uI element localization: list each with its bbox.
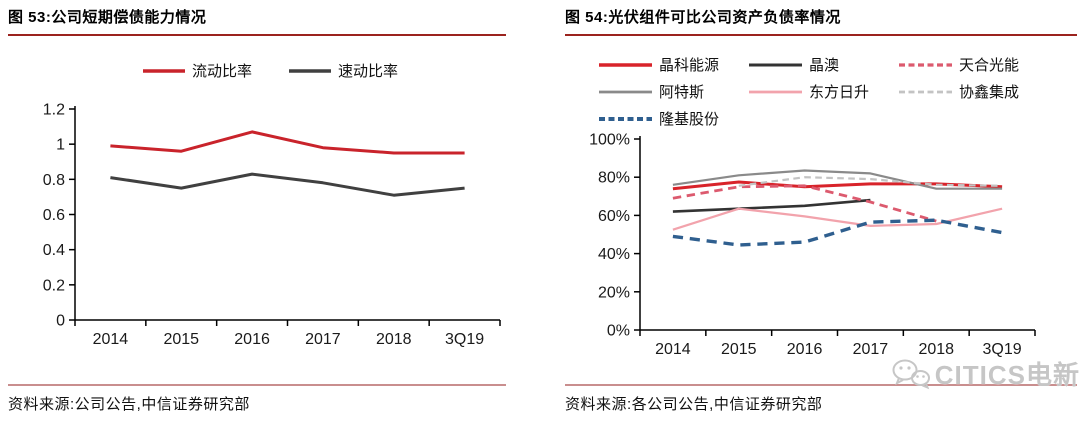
legend-label: 天合光能	[959, 57, 1020, 74]
x-tick-label: 2015	[163, 331, 199, 348]
x-tick-label: 2017	[305, 331, 341, 348]
legend-item-晶科能源: 晶科能源	[598, 54, 748, 75]
watermark: CITICS电新	[890, 355, 1080, 392]
watermark-text: CITICS电新	[934, 360, 1080, 390]
legend-item-东方日升: 东方日升	[748, 81, 898, 102]
legend-swatch-icon	[599, 62, 652, 67]
x-tick-label: 3Q19	[983, 341, 1022, 358]
figure-53-legend: 流动比率 速动比率	[0, 60, 540, 81]
y-tick-label: 0.6	[43, 207, 65, 224]
legend-item-阿特斯: 阿特斯	[598, 81, 748, 102]
legend-label: 晶科能源	[659, 57, 720, 74]
x-tick-label: 2015	[721, 341, 757, 358]
figure-54-source: 资料来源:各公司公告,中信证券研究部	[565, 396, 823, 413]
series-line-晶澳	[672, 198, 871, 213]
legend-label: 流动比率	[191, 63, 252, 80]
y-tick-label: 0.2	[43, 277, 65, 294]
legend-item-流动比率: 流动比率	[142, 60, 252, 81]
y-tick-label: 1.2	[43, 102, 65, 119]
legend-item-天合光能: 天合光能	[898, 54, 1063, 75]
series-line-阿特斯	[672, 169, 1003, 190]
legend-swatch-icon	[749, 90, 802, 93]
legend-label: 东方日升	[809, 84, 870, 101]
figure-54-panel: 图 54:光伏组件可比公司资产负债率情况 晶科能源 晶澳 天合光能阿特斯 东方日升 协鑫…	[540, 0, 1080, 427]
figure-54-title: 图 54:光伏组件可比公司资产负债率情况	[565, 6, 1077, 36]
legend-swatch-icon	[899, 90, 952, 93]
x-tick-label: 3Q19	[445, 331, 484, 348]
series-line-流动比率	[110, 130, 465, 155]
y-tick-label: 60%	[598, 208, 630, 225]
x-tick-label: 2016	[234, 331, 270, 348]
figure-53-panel: 图 53:公司短期偿债能力情况 流动比率 速动比率 0 0.2 0.4 0.6 0.8 1 1…	[0, 6, 540, 413]
solvency-line-chart: 0 0.2 0.4 0.6 0.8 1 1.2 2014 2015 2016 2017 2018 3Q1…	[43, 102, 501, 348]
y-tick-label: 80%	[598, 170, 630, 187]
legend-item-速动比率: 速动比率	[288, 60, 398, 81]
x-tick-label: 2018	[376, 331, 412, 348]
legend-swatch-icon	[142, 68, 185, 73]
x-tick-label: 2014	[655, 341, 691, 358]
legend-item-协鑫集成: 协鑫集成	[898, 81, 1063, 102]
series-line-天合光能	[672, 184, 937, 223]
legend-swatch-icon	[599, 90, 652, 93]
figure-53-title: 图 53:公司短期偿债能力情况	[8, 6, 506, 36]
source-divider	[565, 384, 1077, 386]
y-tick-label: 100%	[589, 132, 630, 149]
series-line-速动比率	[110, 172, 465, 197]
y-tick-label: 1	[56, 137, 65, 154]
figure-53-source: 资料来源:公司公告,中信证券研究部	[8, 396, 250, 413]
x-tick-label: 2018	[918, 341, 954, 358]
legend-label: 晶澳	[809, 57, 840, 74]
legend-swatch-icon	[899, 62, 952, 67]
source-divider	[8, 384, 506, 386]
x-tick-label: 2014	[93, 331, 129, 348]
legend-label: 协鑫集成	[959, 84, 1020, 101]
series-line-东方日升	[672, 207, 1003, 231]
series-line-隆基股份	[672, 218, 1003, 247]
legend-label: 速动比率	[338, 63, 399, 80]
legend-item-晶澳: 晶澳	[748, 54, 898, 75]
wechat-logo-icon	[892, 359, 930, 389]
x-tick-label: 2017	[853, 341, 889, 358]
y-tick-label: 0	[56, 313, 65, 330]
y-tick-label: 40%	[598, 246, 630, 263]
debt-ratio-line-chart: 0% 20% 40% 60% 80% 100% 2014 2015 2016 2017 2018 3Q…	[589, 132, 1036, 358]
y-tick-label: 20%	[598, 284, 630, 301]
legend-swatch-icon	[599, 116, 652, 121]
series-line-协鑫集成	[738, 176, 1003, 187]
y-tick-label: 0%	[607, 323, 630, 340]
figure-54-legend: 晶科能源 晶澳 天合光能阿特斯 东方日升 协鑫集成隆基股份	[598, 54, 1063, 129]
legend-label: 隆基股份	[659, 111, 720, 128]
legend-item-隆基股份: 隆基股份	[598, 108, 748, 129]
legend-label: 阿特斯	[659, 84, 705, 101]
y-tick-label: 0.4	[43, 242, 65, 259]
legend-swatch-icon	[749, 62, 802, 67]
x-tick-label: 2016	[787, 341, 823, 358]
legend-swatch-icon	[289, 68, 331, 73]
y-tick-label: 0.8	[43, 172, 65, 189]
